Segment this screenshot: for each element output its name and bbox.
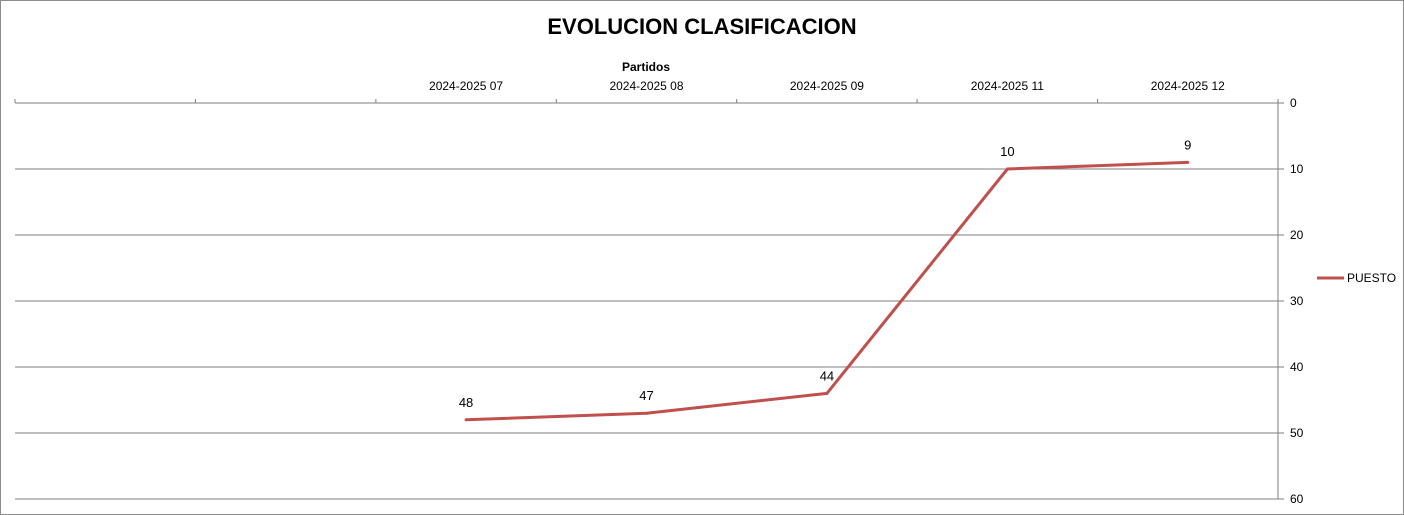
- y-tick-label-40: 40: [1290, 360, 1304, 374]
- data-point-3: [645, 411, 648, 415]
- x-tick-label-5: 2024-2025 11: [971, 79, 1045, 93]
- legend-label-puesto: PUESTO: [1347, 271, 1396, 285]
- series-layer: [464, 160, 1190, 422]
- data-point-5: [1005, 167, 1009, 171]
- axes: 0 10 20 30 40 50 60 2024-2025 07 2024-2025 08 202…: [14, 79, 1304, 506]
- x-tick-label-2: 2024-2025 07: [429, 79, 503, 93]
- y-tick-label-30: 30: [1290, 294, 1304, 308]
- x-axis-title: Partidos: [622, 60, 670, 74]
- y-tick-label-50: 50: [1290, 426, 1304, 440]
- data-label-6: 9: [1184, 137, 1191, 152]
- x-tick-label-3: 2024-2025 08: [609, 79, 683, 93]
- data-point-4: [825, 391, 829, 395]
- legend: PUESTO: [1317, 271, 1396, 285]
- y-tick-label-20: 20: [1290, 228, 1304, 242]
- gridlines: [15, 168, 1278, 500]
- x-tick-label-6: 2024-2025 12: [1151, 79, 1225, 93]
- data-label-3: 47: [639, 388, 653, 403]
- y-tick-label-60: 60: [1290, 492, 1304, 506]
- y-tick-label-0: 0: [1290, 96, 1297, 110]
- data-point-2: [464, 418, 468, 422]
- data-label-2: 48: [459, 395, 473, 410]
- data-label-4: 44: [820, 368, 834, 383]
- y-tick-label-10: 10: [1290, 162, 1304, 176]
- chart-title: EVOLUCION CLASIFICACION: [547, 14, 856, 39]
- data-labels: 48 47 44 10 9: [459, 137, 1192, 409]
- x-tick-label-4: 2024-2025 09: [790, 79, 864, 93]
- data-label-5: 10: [1000, 144, 1014, 159]
- data-point-6: [1186, 160, 1190, 164]
